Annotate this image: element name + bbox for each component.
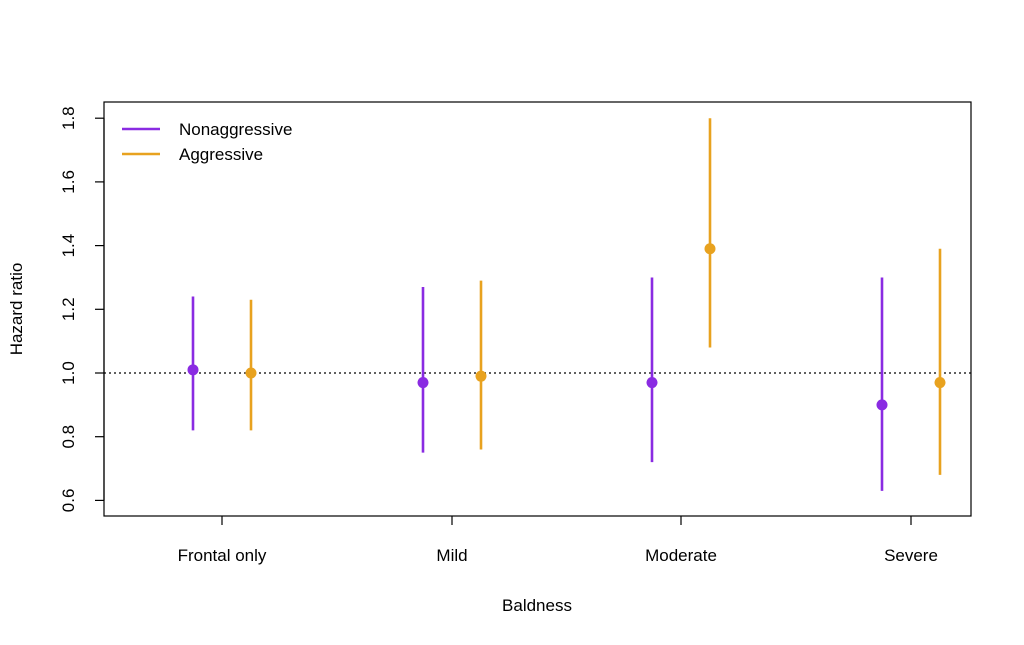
- point-estimate: [475, 370, 487, 382]
- y-tick-label: 0.8: [59, 425, 78, 449]
- x-axis: Frontal only Mild Moderate Severe: [178, 516, 938, 565]
- x-tick-label: Severe: [884, 546, 938, 565]
- y-axis-title: Hazard ratio: [7, 263, 26, 356]
- x-axis-title: Baldness: [502, 596, 572, 615]
- y-tick-label: 0.6: [59, 489, 78, 513]
- point-estimate: [646, 377, 658, 389]
- point-estimate: [934, 377, 946, 389]
- y-axis: 0.6 0.8 1.0 1.2 1.4 1.6 1.8: [59, 106, 105, 513]
- legend-label: Aggressive: [179, 145, 263, 164]
- y-tick-label: 1.6: [59, 170, 78, 194]
- y-tick-label: 1.0: [59, 361, 78, 385]
- plot-frame: [103, 101, 972, 517]
- point-estimate: [245, 367, 257, 379]
- x-tick-label: Mild: [436, 546, 467, 565]
- chart-marks: [187, 118, 946, 491]
- y-tick-label: 1.2: [59, 297, 78, 321]
- y-tick-label: 1.4: [59, 234, 78, 258]
- x-tick-label: Moderate: [645, 546, 717, 565]
- point-estimate: [876, 399, 888, 411]
- point-estimate: [187, 364, 199, 376]
- y-tick-label: 1.8: [59, 106, 78, 130]
- legend-label: Nonaggressive: [179, 120, 292, 139]
- x-tick-label: Frontal only: [178, 546, 267, 565]
- legend: Nonaggressive Aggressive: [122, 120, 292, 164]
- point-estimate: [417, 377, 429, 389]
- point-estimate: [704, 243, 716, 255]
